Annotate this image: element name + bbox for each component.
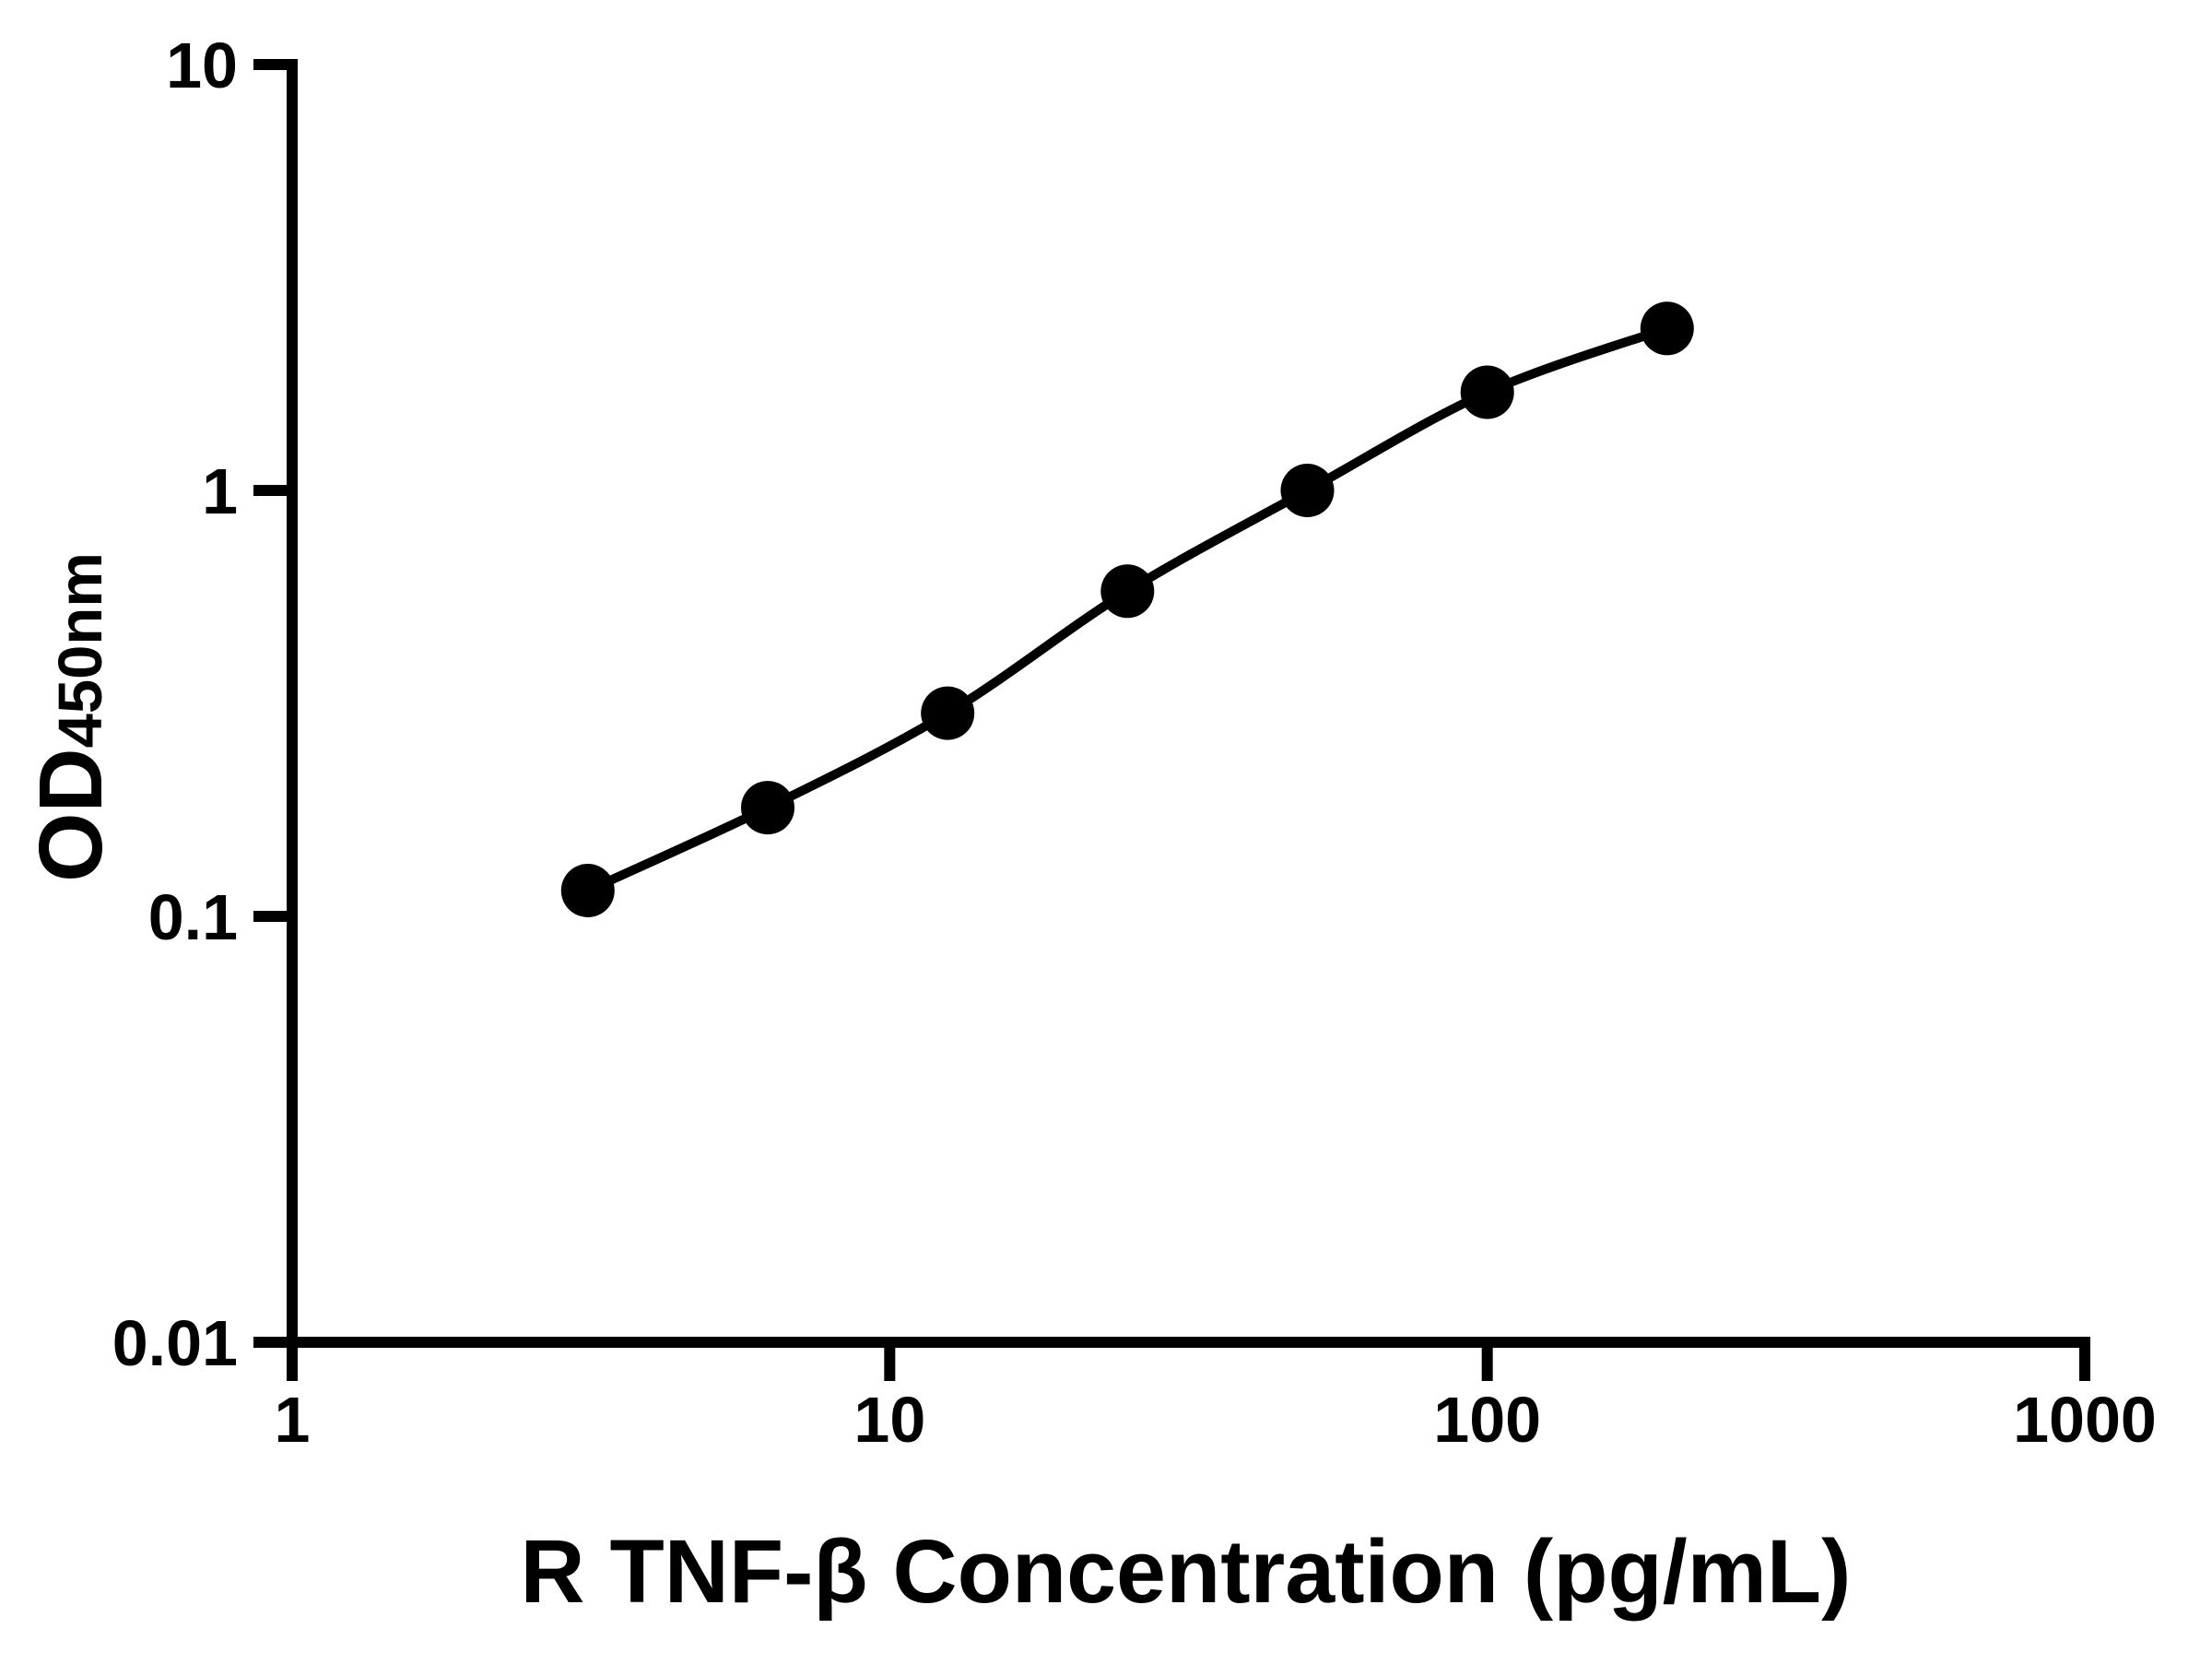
x-tick-label: 100 <box>1433 1384 1541 1456</box>
data-point-marker <box>1100 564 1155 619</box>
data-point-marker <box>560 864 615 917</box>
y-axis-title: OD450nm <box>20 552 121 882</box>
x-axis-tick-labels: 1 10 100 1000 <box>275 1384 2157 1456</box>
data-point-marker <box>1280 464 1335 517</box>
data-point-marker <box>1640 301 1694 356</box>
axes <box>287 59 2090 1348</box>
y-axis-title-subscript: 450nm <box>46 552 115 748</box>
y-tick-label: 0.1 <box>148 881 238 953</box>
x-tick-label: 10 <box>853 1384 925 1456</box>
y-tick-label: 10 <box>166 30 238 101</box>
data-point-marker <box>1460 365 1514 419</box>
y-tick-label: 1 <box>202 455 238 527</box>
x-axis-title: R TNF-β Concentration (pg/mL) <box>521 1521 1852 1622</box>
data-point-marker <box>921 686 975 740</box>
data-point-markers <box>560 301 1694 917</box>
x-axis-ticks <box>287 1337 2090 1381</box>
data-point-marker <box>741 781 794 835</box>
y-axis-tick-labels: 10 1 0.1 0.01 <box>112 30 238 1379</box>
y-axis-title-main: OD <box>20 748 121 882</box>
x-tick-label: 1000 <box>2013 1384 2157 1456</box>
y-tick-label: 0.01 <box>112 1307 238 1379</box>
x-tick-label: 1 <box>275 1384 311 1456</box>
